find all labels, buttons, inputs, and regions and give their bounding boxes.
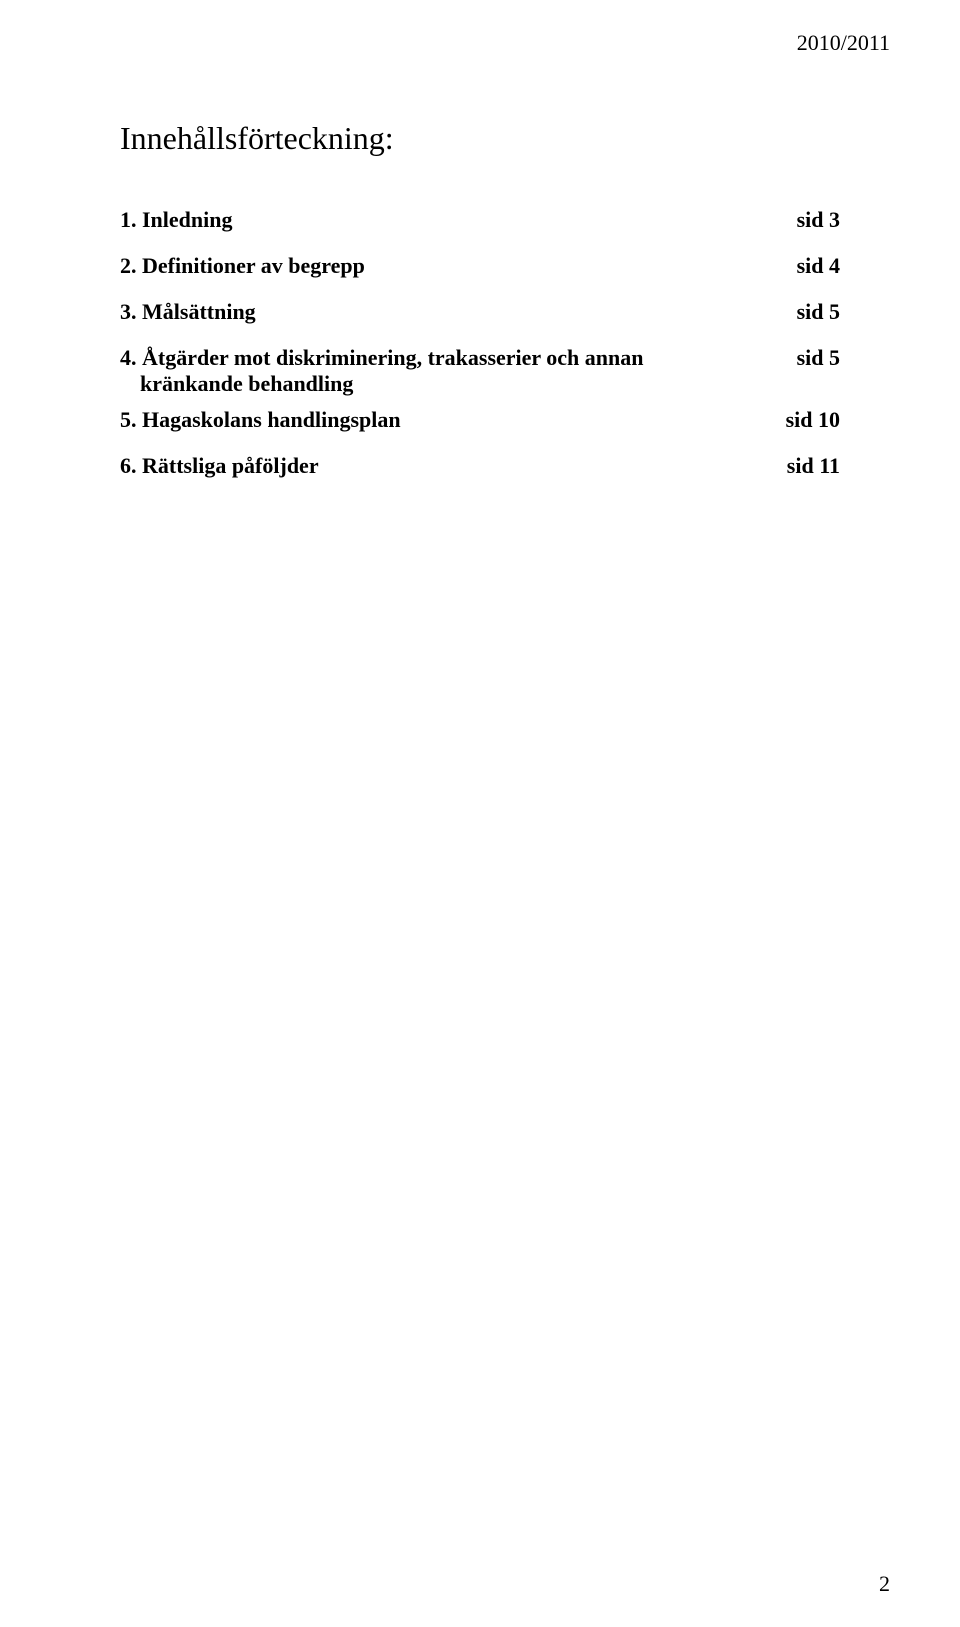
toc-entry-label: 5. Hagaskolans handlingsplan [120,407,401,433]
toc-entry-text: Åtgärder mot diskriminering, trakasserie… [142,345,644,370]
toc-row: 4. Åtgärder mot diskriminering, trakasse… [120,335,840,397]
toc-entry-page: sid 4 [797,253,840,279]
toc-entry-text: Hagaskolans handlingsplan [142,407,401,432]
page-number: 2 [879,1571,890,1597]
toc-entry-label: 2. Definitioner av begrepp [120,253,365,279]
toc-entry-label: 6. Rättsliga påföljder [120,453,319,479]
toc-entry-page: sid 5 [797,299,840,325]
header-year: 2010/2011 [797,30,890,56]
toc-entry-page: sid 10 [786,407,840,433]
page: 2010/2011 Innehållsförteckning: 1. Inled… [0,0,960,1627]
toc-entry-text: Rättsliga påföljder [142,453,319,478]
toc-entry-subtext: kränkande behandling [120,371,644,397]
toc-row: 3. Målsättning sid 5 [120,289,840,335]
toc-entry-text: Definitioner av begrepp [142,253,365,278]
toc-entry-page: sid 11 [787,453,840,479]
toc-entry-text: Inledning [142,207,233,232]
toc-entry-num: 1. [120,207,137,232]
toc-entry-page: sid 5 [797,345,840,397]
toc-entry-label: 3. Målsättning [120,299,256,325]
page-title: Innehållsförteckning: [120,120,840,157]
toc-row: 6. Rättsliga påföljder sid 11 [120,443,840,489]
toc-entry-num: 6. [120,453,137,478]
toc-row: 5. Hagaskolans handlingsplan sid 10 [120,397,840,443]
toc-entry-label: 4. Åtgärder mot diskriminering, trakasse… [120,345,644,397]
toc-entry-num: 3. [120,299,137,324]
toc-row: 1. Inledning sid 3 [120,197,840,243]
toc-entry-num: 5. [120,407,137,432]
toc-entry-label: 1. Inledning [120,207,233,233]
toc-entry-text: Målsättning [142,299,256,324]
toc-entry-num: 4. [120,345,137,370]
toc-row: 2. Definitioner av begrepp sid 4 [120,243,840,289]
toc: 1. Inledning sid 3 2. Definitioner av be… [120,197,840,489]
toc-entry-page: sid 3 [797,207,840,233]
toc-entry-num: 2. [120,253,137,278]
